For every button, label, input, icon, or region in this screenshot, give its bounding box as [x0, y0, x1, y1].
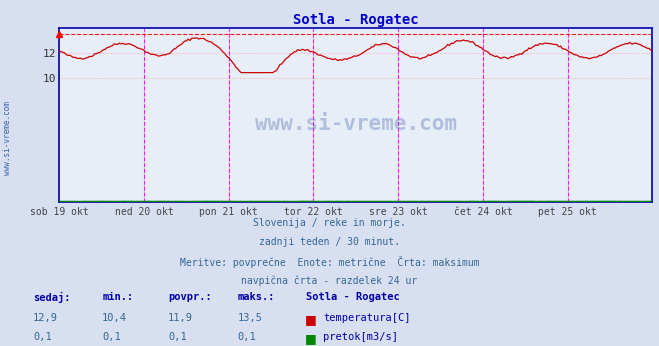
- Text: ■: ■: [304, 313, 316, 326]
- Text: pretok[m3/s]: pretok[m3/s]: [323, 332, 398, 342]
- Text: zadnji teden / 30 minut.: zadnji teden / 30 minut.: [259, 237, 400, 247]
- Text: Slovenija / reke in morje.: Slovenija / reke in morje.: [253, 218, 406, 228]
- Text: Meritve: povprečne  Enote: metrične  Črta: maksimum: Meritve: povprečne Enote: metrične Črta:…: [180, 256, 479, 268]
- Text: ■: ■: [304, 332, 316, 345]
- Text: temperatura[C]: temperatura[C]: [323, 313, 411, 323]
- Text: maks.:: maks.:: [237, 292, 275, 302]
- Title: Sotla - Rogatec: Sotla - Rogatec: [293, 12, 418, 27]
- Text: sedaj:: sedaj:: [33, 292, 71, 303]
- Text: 0,1: 0,1: [237, 332, 256, 342]
- Text: Sotla - Rogatec: Sotla - Rogatec: [306, 292, 400, 302]
- Text: 0,1: 0,1: [102, 332, 121, 342]
- Text: 10,4: 10,4: [102, 313, 127, 323]
- Text: navpična črta - razdelek 24 ur: navpična črta - razdelek 24 ur: [241, 275, 418, 285]
- Text: min.:: min.:: [102, 292, 133, 302]
- Text: www.si-vreme.com: www.si-vreme.com: [3, 101, 13, 175]
- Text: www.si-vreme.com: www.si-vreme.com: [255, 114, 457, 134]
- Text: 0,1: 0,1: [33, 332, 51, 342]
- Text: 12,9: 12,9: [33, 313, 58, 323]
- Text: 11,9: 11,9: [168, 313, 193, 323]
- Text: povpr.:: povpr.:: [168, 292, 212, 302]
- Text: 13,5: 13,5: [237, 313, 262, 323]
- Text: 0,1: 0,1: [168, 332, 186, 342]
